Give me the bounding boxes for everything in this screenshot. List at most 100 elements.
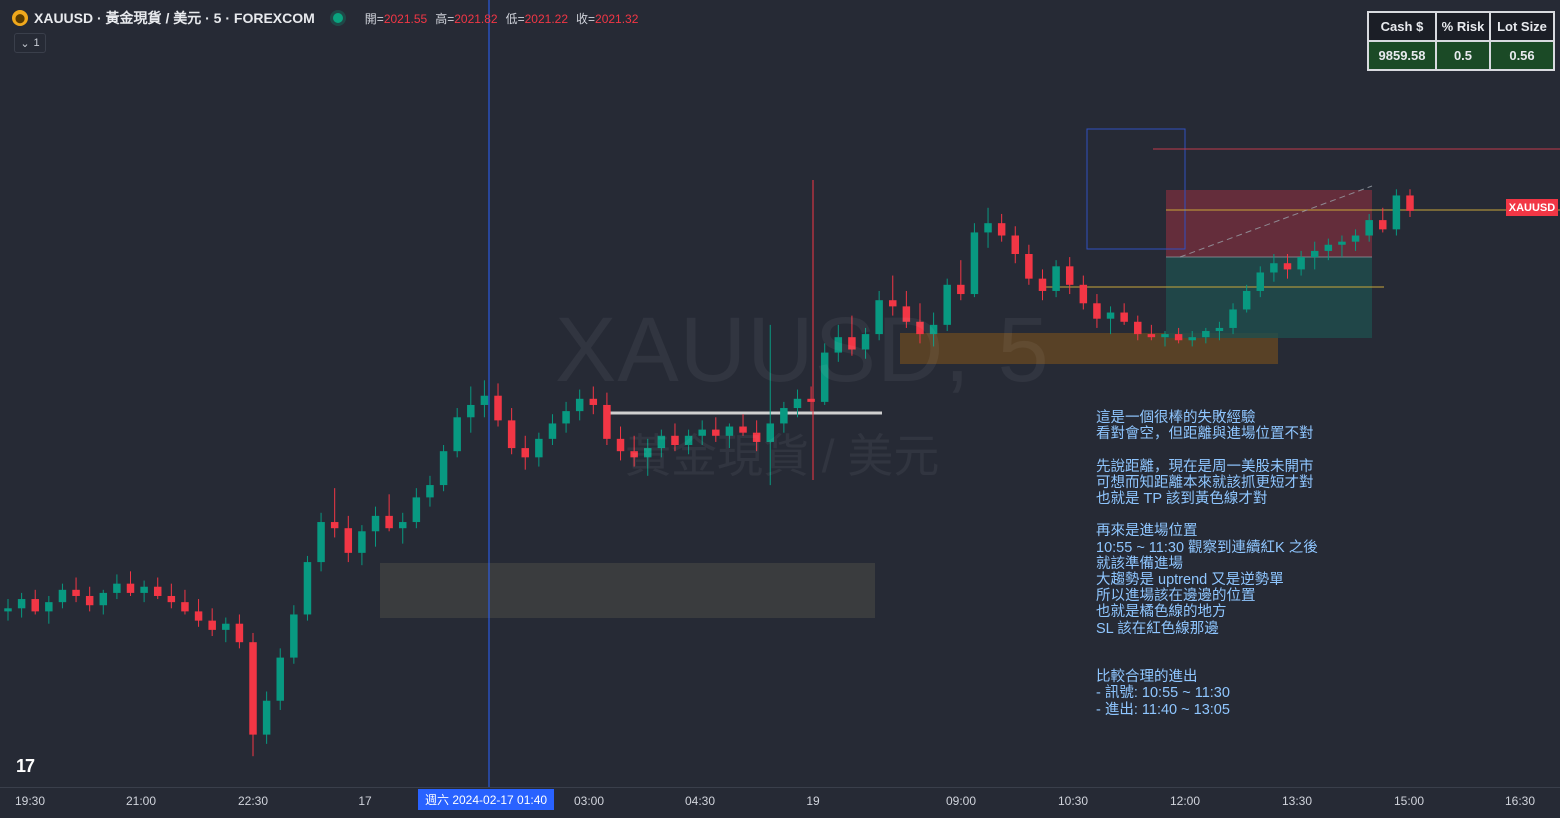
candle-body[interactable] [698, 429, 706, 436]
candle-body[interactable] [222, 623, 230, 630]
candle-body[interactable] [453, 417, 461, 452]
candle-body[interactable] [1202, 331, 1210, 338]
tradingview-logo-icon[interactable]: 17 [16, 756, 35, 776]
candle-body[interactable] [371, 515, 380, 532]
candle-body[interactable] [1065, 266, 1074, 285]
candle-body[interactable] [1351, 235, 1360, 242]
candle-body[interactable] [303, 562, 312, 615]
candle-body[interactable] [126, 583, 135, 593]
candle-body[interactable] [1106, 312, 1115, 319]
candle-body[interactable] [1256, 272, 1265, 291]
candle-body[interactable] [99, 592, 108, 606]
candle-body[interactable] [249, 642, 257, 735]
candle-body[interactable] [330, 522, 339, 529]
candle-body[interactable] [1283, 263, 1292, 270]
candle-body[interactable] [657, 435, 666, 449]
candle-body[interactable] [739, 426, 747, 433]
candle-body[interactable] [17, 599, 26, 609]
candle-body[interactable] [1310, 250, 1319, 258]
candle-body[interactable] [780, 408, 788, 424]
candle-body[interactable] [507, 420, 516, 449]
candle-body[interactable] [875, 300, 883, 335]
candle-body[interactable] [290, 614, 298, 658]
candle-body[interactable] [1406, 195, 1414, 211]
candle-body[interactable] [725, 426, 734, 436]
market-status-dot-icon[interactable] [332, 13, 343, 23]
candle-body[interactable] [603, 404, 611, 439]
candle-body[interactable] [358, 531, 366, 553]
candle-body[interactable] [943, 284, 951, 325]
candle-body[interactable] [616, 438, 625, 452]
price-tag-label[interactable]: XAUUSD [1506, 199, 1558, 216]
candle-body[interactable] [712, 429, 720, 436]
candle-body[interactable] [181, 602, 189, 612]
candle-body[interactable] [1338, 241, 1346, 245]
symbol-title[interactable]: XAUUSD · 黃金現貨 / 美元 · 5 · FOREXCOM [34, 10, 315, 26]
candle-body[interactable] [1011, 235, 1020, 254]
candle-body[interactable] [1270, 263, 1278, 273]
candle-body[interactable] [644, 448, 652, 458]
candle-body[interactable] [970, 232, 979, 295]
candle-body[interactable] [848, 337, 856, 350]
candle-body[interactable] [467, 404, 475, 418]
candle-body[interactable] [630, 451, 638, 458]
candle-body[interactable] [4, 608, 12, 612]
candle-body[interactable] [834, 337, 843, 353]
candle-body[interactable] [671, 435, 679, 446]
candle-body[interactable] [1134, 321, 1142, 335]
candle-body[interactable] [113, 583, 121, 593]
candle-body[interactable] [1147, 334, 1156, 338]
candle-body[interactable] [1297, 257, 1305, 270]
candle-body[interactable] [548, 423, 557, 439]
candle-body[interactable] [1365, 220, 1373, 236]
candle-body[interactable] [997, 223, 1006, 236]
candle-body[interactable] [1161, 334, 1169, 338]
candle-body[interactable] [262, 700, 271, 735]
candle-body[interactable] [1025, 253, 1033, 279]
candle-body[interactable] [385, 515, 393, 529]
candle-body[interactable] [1242, 290, 1251, 310]
candle-body[interactable] [957, 284, 965, 295]
candle-body[interactable] [929, 324, 938, 335]
candle-body[interactable] [480, 395, 489, 405]
candle-body[interactable] [1174, 334, 1183, 341]
candle-body[interactable] [889, 300, 897, 307]
candle-body[interactable] [1052, 266, 1060, 291]
candle-body[interactable] [85, 595, 94, 606]
candle-body[interactable] [984, 223, 992, 233]
candle-body[interactable] [752, 432, 761, 442]
candle-body[interactable] [1324, 244, 1333, 251]
candle-body[interactable] [31, 599, 39, 612]
candle-body[interactable] [1093, 303, 1101, 319]
candle-body[interactable] [426, 485, 434, 498]
candle-body[interactable] [208, 620, 216, 630]
candle-body[interactable] [194, 611, 203, 621]
candle-body[interactable] [1215, 327, 1224, 332]
candle-body[interactable] [398, 522, 407, 529]
candle-body[interactable] [1392, 195, 1401, 230]
candle-body[interactable] [153, 586, 162, 596]
candle-body[interactable] [494, 395, 502, 421]
candle-body[interactable] [1079, 284, 1088, 304]
trade-review-note[interactable]: 這是一個很棒的失敗經驗 看對會空，但距離與進場位置不對 先說距離，現在是周一美股… [1096, 410, 1318, 718]
candle-body[interactable] [766, 423, 774, 442]
candle-body[interactable] [344, 528, 353, 553]
indicators-collapse-button[interactable]: ⌄ 1 [14, 33, 46, 53]
candle-body[interactable] [1038, 278, 1047, 291]
candle-body[interactable] [1379, 220, 1387, 230]
candle-body[interactable] [1120, 312, 1128, 322]
short-position-reward-zone[interactable] [1166, 257, 1372, 338]
candle-body[interactable] [807, 398, 815, 402]
candle-body[interactable] [58, 589, 67, 603]
candle-body[interactable] [535, 438, 543, 458]
candle-body[interactable] [861, 334, 870, 350]
candle-body[interactable] [575, 398, 584, 412]
candle-body[interactable] [412, 497, 421, 523]
candle-body[interactable] [793, 398, 802, 409]
candle-body[interactable] [72, 589, 80, 596]
candle-body[interactable] [1229, 309, 1237, 328]
candle-body[interactable] [916, 321, 924, 335]
candle-body[interactable] [521, 448, 529, 458]
candle-body[interactable] [1188, 337, 1196, 341]
